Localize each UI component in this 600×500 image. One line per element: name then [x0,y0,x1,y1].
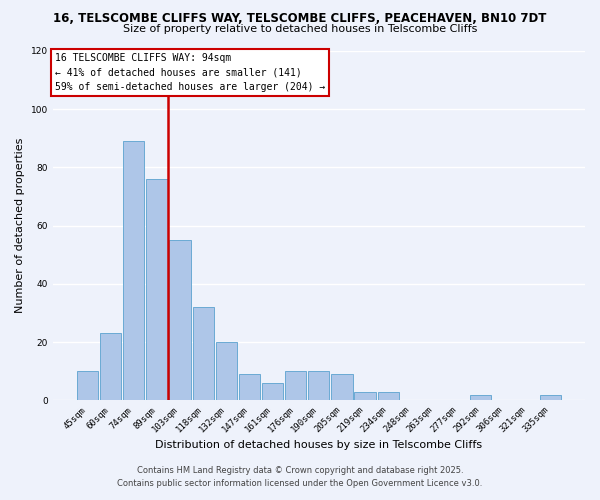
Y-axis label: Number of detached properties: Number of detached properties [15,138,25,314]
Bar [215,342,237,400]
Bar [377,392,399,400]
Bar [331,374,353,400]
Bar [355,392,376,400]
Bar [77,372,98,400]
Text: Contains HM Land Registry data © Crown copyright and database right 2025.
Contai: Contains HM Land Registry data © Crown c… [118,466,482,487]
Title: 16, TELSCOMBE CLIFFS WAY, TELSCOMBE CLIFFS, PEACEHAVEN, BN10 7DT
Size of propert: 16, TELSCOMBE CLIFFS WAY, TELSCOMBE CLIF… [0,499,1,500]
Text: 16 TELSCOMBE CLIFFS WAY: 94sqm
← 41% of detached houses are smaller (141)
59% of: 16 TELSCOMBE CLIFFS WAY: 94sqm ← 41% of … [55,52,326,92]
Bar [470,394,491,400]
Bar [193,307,214,400]
X-axis label: Distribution of detached houses by size in Telscombe Cliffs: Distribution of detached houses by size … [155,440,482,450]
Bar [262,383,283,400]
Bar [123,142,145,400]
Bar [169,240,191,400]
Bar [100,334,121,400]
Bar [239,374,260,400]
Bar [146,179,167,400]
Text: 16, TELSCOMBE CLIFFS WAY, TELSCOMBE CLIFFS, PEACEHAVEN, BN10 7DT: 16, TELSCOMBE CLIFFS WAY, TELSCOMBE CLIF… [53,12,547,26]
Bar [308,372,329,400]
Text: Size of property relative to detached houses in Telscombe Cliffs: Size of property relative to detached ho… [123,24,477,34]
Bar [285,372,307,400]
Bar [539,394,561,400]
